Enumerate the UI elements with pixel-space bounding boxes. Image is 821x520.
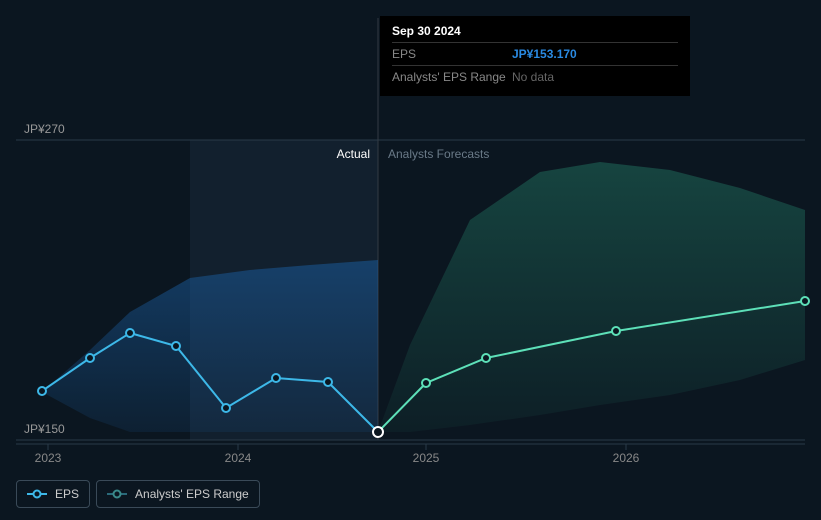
chart-legend: EPS Analysts' EPS Range [16,480,260,508]
forecast-point[interactable] [612,327,620,335]
x-axis-tick-label: 2023 [35,451,62,465]
eps-point[interactable] [172,342,180,350]
forecast-point[interactable] [801,297,809,305]
y-axis-bottom-label: JP¥150 [24,422,65,436]
eps-point[interactable] [324,378,332,386]
x-axis-tick-label: 2024 [225,451,252,465]
tooltip-date: Sep 30 2024 [392,24,678,38]
y-axis-top-label: JP¥270 [24,122,65,136]
forecast-point[interactable] [482,354,490,362]
forecast-region-label: Analysts Forecasts [388,147,489,161]
eps-point[interactable] [38,387,46,395]
legend-swatch-icon [107,489,127,499]
legend-item-label: EPS [55,487,79,501]
eps-point[interactable] [272,374,280,382]
chart-tooltip: Sep 30 2024 EPSJP¥153.170Analysts' EPS R… [380,16,690,96]
tooltip-row-label: EPS [392,47,512,61]
tooltip-row: EPSJP¥153.170 [392,42,678,65]
eps-point[interactable] [222,404,230,412]
tooltip-row-label: Analysts' EPS Range [392,70,512,84]
legend-swatch-icon [27,489,47,499]
eps-point[interactable] [86,354,94,362]
forecast-point[interactable] [422,379,430,387]
tooltip-row-value: No data [512,70,554,84]
legend-item-label: Analysts' EPS Range [135,487,249,501]
actual-region-label: Actual [337,147,370,161]
legend-item[interactable]: Analysts' EPS Range [96,480,260,508]
highlight-point[interactable] [373,427,383,437]
x-axis-tick-label: 2026 [613,451,640,465]
x-axis-tick-label: 2025 [413,451,440,465]
tooltip-row-value: JP¥153.170 [512,47,577,61]
eps-chart: JP¥270 JP¥150 Actual Analysts Forecasts 2023… [0,0,821,520]
eps-point[interactable] [126,329,134,337]
legend-item[interactable]: EPS [16,480,90,508]
tooltip-row: Analysts' EPS RangeNo data [392,65,678,88]
